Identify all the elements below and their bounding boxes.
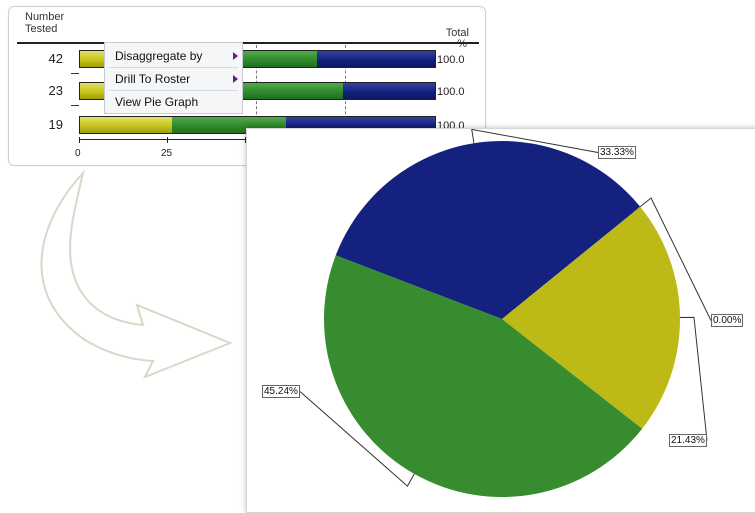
pie-leader-line xyxy=(679,316,708,441)
header-number-tested: Number Tested xyxy=(25,11,64,35)
pie-data-label: 0.00% xyxy=(711,314,744,327)
row-separator xyxy=(71,105,79,106)
bar-segment-blue xyxy=(316,51,435,67)
pie-leader-line xyxy=(299,391,415,487)
axis-tick xyxy=(79,137,80,143)
curved-arrow-icon xyxy=(40,169,233,379)
menu-item-label: View Pie Graph xyxy=(115,95,199,109)
pie-leader-line xyxy=(639,197,712,321)
row-count: 19 xyxy=(48,117,63,132)
bar-segment-blue xyxy=(342,83,435,99)
menu-item-drill-to-roster[interactable]: Drill To Roster xyxy=(105,68,242,90)
pie-data-label: 33.33% xyxy=(598,146,636,159)
header-number-label: Number xyxy=(25,11,65,23)
menu-item-label: Drill To Roster xyxy=(115,72,191,86)
axis-tick xyxy=(245,137,246,143)
row-separator xyxy=(71,73,79,74)
row-total: 100.0 xyxy=(437,86,465,98)
bar-segment-yellow xyxy=(80,117,173,133)
header-total-label: Total xyxy=(445,27,469,39)
bar-segment-yellow xyxy=(80,83,112,99)
submenu-arrow-icon xyxy=(233,75,238,83)
pie-slice[interactable] xyxy=(323,255,643,498)
pie-data-label: 45.24% xyxy=(262,385,300,398)
row-total: 100.0 xyxy=(437,54,465,66)
submenu-arrow-icon xyxy=(233,52,238,60)
row-count: 23 xyxy=(48,83,63,98)
header-pct-label: % xyxy=(457,38,467,50)
axis-tick xyxy=(167,137,168,143)
pie-chart xyxy=(299,129,712,498)
axis-tick-label: 0 xyxy=(75,148,81,159)
pie-slice[interactable] xyxy=(335,141,641,319)
menu-item-disaggregate-by[interactable]: Disaggregate by xyxy=(105,45,242,67)
context-menu: Disaggregate by Drill To Roster View Pie… xyxy=(104,42,243,114)
menu-item-label: Disaggregate by xyxy=(115,49,203,63)
header-tested-label: Tested xyxy=(25,23,58,35)
menu-separator xyxy=(109,90,238,91)
pie-leader-line xyxy=(471,129,599,153)
pie-data-label: 21.43% xyxy=(669,434,707,447)
menu-item-view-pie-graph[interactable]: View Pie Graph xyxy=(105,91,242,113)
menu-separator xyxy=(109,67,238,68)
pie-slice[interactable] xyxy=(502,206,680,429)
axis-tick-label: 25 xyxy=(161,148,173,159)
pie-graph-panel: 33.33% 0.00% 21.43% 45.24% xyxy=(246,128,755,513)
row-count: 42 xyxy=(48,51,63,66)
header-divider xyxy=(17,42,479,44)
